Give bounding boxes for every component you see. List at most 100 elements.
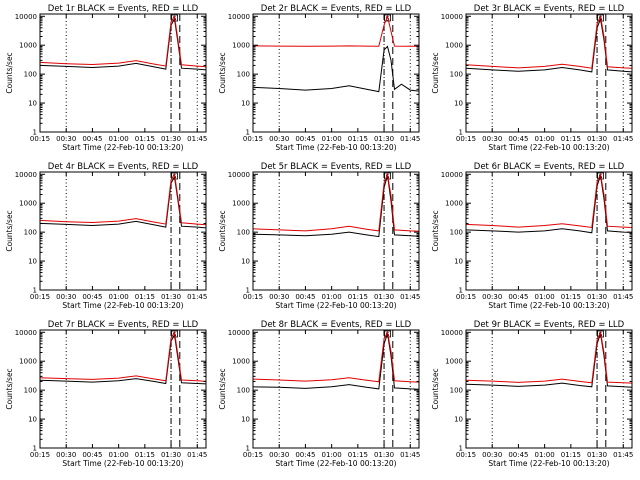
panel-title: Det 7r BLACK = Events, RED = LLD <box>48 320 199 330</box>
y-tick-label: 10 <box>28 100 37 108</box>
x-tick-label: 01:45 <box>400 135 420 143</box>
x-tick-label: 00:45 <box>295 135 315 143</box>
x-tick-label: 00:45 <box>82 293 102 301</box>
series-line-1 <box>465 175 633 234</box>
plot-frame <box>39 13 207 133</box>
x-tick-label: 00:45 <box>508 293 528 301</box>
x-tick-label: 00:15 <box>30 293 50 301</box>
x-tick-label: 01:30 <box>161 135 181 143</box>
series-line-1 <box>39 333 207 385</box>
x-tick-label: 01:00 <box>322 451 342 459</box>
y-tick-label: 1 <box>33 129 37 137</box>
x-axis-label: Start Time (22-Feb-10 00:13:20) <box>62 301 183 310</box>
y-axis-label: Counts/sec <box>5 210 14 251</box>
x-tick-label: 01:15 <box>348 135 368 143</box>
x-tick-label: 01:00 <box>109 293 129 301</box>
x-tick-label: 01:45 <box>400 293 420 301</box>
x-tick-label: 00:15 <box>243 135 263 143</box>
y-tick-label: 1 <box>459 445 463 453</box>
x-tick-label: 00:30 <box>269 135 289 143</box>
x-tick-label: 01:45 <box>613 135 633 143</box>
panel-title: Det 9r BLACK = Events, RED = LLD <box>474 320 625 330</box>
y-axis-label: Counts/sec <box>5 368 14 409</box>
y-tick-label: 100 <box>24 71 37 79</box>
x-tick-label: 00:30 <box>269 293 289 301</box>
y-tick-label: 10000 <box>228 13 250 21</box>
x-tick-label: 00:45 <box>82 451 102 459</box>
x-tick-label: 00:30 <box>482 451 502 459</box>
x-tick-label: 01:15 <box>135 451 155 459</box>
series-line-2 <box>39 14 207 68</box>
plot-frame <box>252 171 420 291</box>
x-tick-label: 00:45 <box>295 451 315 459</box>
plot-frame <box>39 171 207 291</box>
y-tick-label: 10000 <box>441 13 463 21</box>
x-tick-label: 01:15 <box>135 135 155 143</box>
x-axis-label: Start Time (22-Feb-10 00:13:20) <box>488 301 609 310</box>
x-tick-label: 00:15 <box>456 451 476 459</box>
y-tick-label: 1 <box>246 287 250 295</box>
y-tick-label: 10000 <box>228 329 250 337</box>
plot-frame <box>252 13 420 133</box>
y-tick-label: 10 <box>241 258 250 266</box>
x-tick-label: 01:45 <box>613 293 633 301</box>
y-tick-label: 10 <box>241 416 250 424</box>
x-axis-label: Start Time (22-Feb-10 00:13:20) <box>275 301 396 310</box>
x-axis-label: Start Time (22-Feb-10 00:13:20) <box>275 143 396 152</box>
series-line-2 <box>465 172 633 229</box>
series-line-2 <box>39 330 207 382</box>
y-tick-label: 100 <box>24 229 37 237</box>
x-tick-label: 01:15 <box>348 451 368 459</box>
x-tick-label: 01:15 <box>135 293 155 301</box>
x-tick-label: 00:15 <box>456 135 476 143</box>
y-tick-label: 100 <box>450 387 463 395</box>
panel-title: Det 5r BLACK = Events, RED = LLD <box>261 162 412 172</box>
x-tick-label: 00:45 <box>82 135 102 143</box>
series-line-2 <box>252 172 420 232</box>
series-line-1 <box>252 175 420 238</box>
x-tick-label: 00:15 <box>243 451 263 459</box>
y-tick-label: 100 <box>237 229 250 237</box>
x-tick-label: 01:15 <box>561 451 581 459</box>
y-axis-label: Counts/sec <box>218 368 227 409</box>
y-tick-label: 10 <box>241 100 250 108</box>
series-line-1 <box>252 333 420 390</box>
y-tick-label: 10000 <box>15 171 37 179</box>
y-axis-label: Counts/sec <box>5 52 14 93</box>
x-axis-label: Start Time (22-Feb-10 00:13:20) <box>488 459 609 468</box>
y-tick-label: 100 <box>237 71 250 79</box>
x-axis-label: Start Time (22-Feb-10 00:13:20) <box>275 459 396 468</box>
y-tick-label: 10 <box>28 416 37 424</box>
series-line-2 <box>252 14 419 47</box>
y-tick-label: 1000 <box>19 42 37 50</box>
x-tick-label: 00:30 <box>56 135 76 143</box>
y-axis-label: Counts/sec <box>431 368 440 409</box>
y-axis-label: Counts/sec <box>218 52 227 93</box>
y-tick-label: 10000 <box>15 329 37 337</box>
series-line-2 <box>252 330 420 383</box>
x-tick-label: 01:00 <box>535 451 555 459</box>
y-tick-label: 10000 <box>15 13 37 21</box>
y-tick-label: 1000 <box>232 358 250 366</box>
y-tick-label: 100 <box>450 229 463 237</box>
y-tick-label: 1000 <box>232 200 250 208</box>
plot-frame <box>465 329 633 449</box>
y-tick-label: 10 <box>454 100 463 108</box>
x-axis-label: Start Time (22-Feb-10 00:13:20) <box>488 143 609 152</box>
y-tick-label: 10 <box>454 416 463 424</box>
x-tick-label: 01:30 <box>374 135 394 143</box>
x-tick-label: 00:15 <box>30 451 50 459</box>
y-tick-label: 10 <box>28 258 37 266</box>
x-tick-label: 00:30 <box>269 451 289 459</box>
x-tick-label: 01:45 <box>400 451 420 459</box>
x-tick-label: 01:30 <box>587 135 607 143</box>
x-tick-label: 00:45 <box>508 451 528 459</box>
panel-title: Det 8r BLACK = Events, RED = LLD <box>261 320 412 330</box>
y-tick-label: 1 <box>33 445 37 453</box>
y-tick-label: 100 <box>450 71 463 79</box>
y-tick-label: 1 <box>459 129 463 137</box>
